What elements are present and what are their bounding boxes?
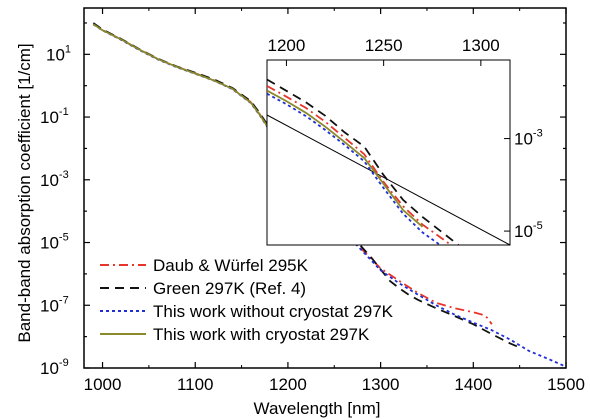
plot-frame	[83, 7, 567, 369]
x-tick-label: 1300	[362, 375, 400, 394]
y-tick-label: 10-7	[40, 294, 69, 315]
inset-series-group	[267, 78, 510, 245]
inset-x-tick-label: 1200	[268, 36, 306, 55]
inset-x-tick-label: 1250	[365, 36, 403, 55]
x-tick-label: 1500	[547, 375, 585, 394]
inset-y-tick-label: 10-5	[514, 220, 543, 241]
y-tick-label: 10-9	[40, 357, 69, 378]
inset-diagonal	[267, 114, 510, 245]
inset-frame	[266, 59, 511, 246]
y-tick-label: 10-3	[40, 169, 69, 190]
x-tick-label: 1100	[177, 375, 214, 394]
x-tick-label: 1000	[84, 375, 122, 394]
y-tick-label: 10-1	[40, 106, 69, 127]
inset-group: 1200 1250 1300 10-3 10-5	[266, 36, 543, 246]
x-tick-label: 1200	[269, 375, 307, 394]
legend: Daub & Würfel 295K Green 297K (Ref. 4) Thi…	[100, 256, 394, 344]
inset-series-line-1	[267, 78, 460, 245]
inset-series-line-3	[267, 89, 424, 228]
y-tick-label: 101	[46, 43, 71, 64]
inset-series-line-2	[267, 92, 442, 245]
inset-series-line-0	[267, 85, 453, 245]
legend-label-3: This work with cryostat 297K	[153, 325, 370, 344]
legend-label-1: Green 297K (Ref. 4)	[153, 279, 306, 298]
legend-label-2: This work without cryostat 297K	[153, 302, 394, 321]
y-axis-label: Band-band absorption coefficient [1/cm]	[15, 43, 34, 342]
x-axis-label: Wavelength [nm]	[254, 399, 381, 418]
inset-y-tick-label: 10-3	[514, 128, 543, 149]
legend-label-0: Daub & Würfel 295K	[153, 256, 309, 275]
inset-x-tick-label: 1300	[462, 36, 500, 55]
y-tick-label: 10-5	[40, 232, 69, 253]
x-tick-label: 1400	[454, 375, 492, 394]
